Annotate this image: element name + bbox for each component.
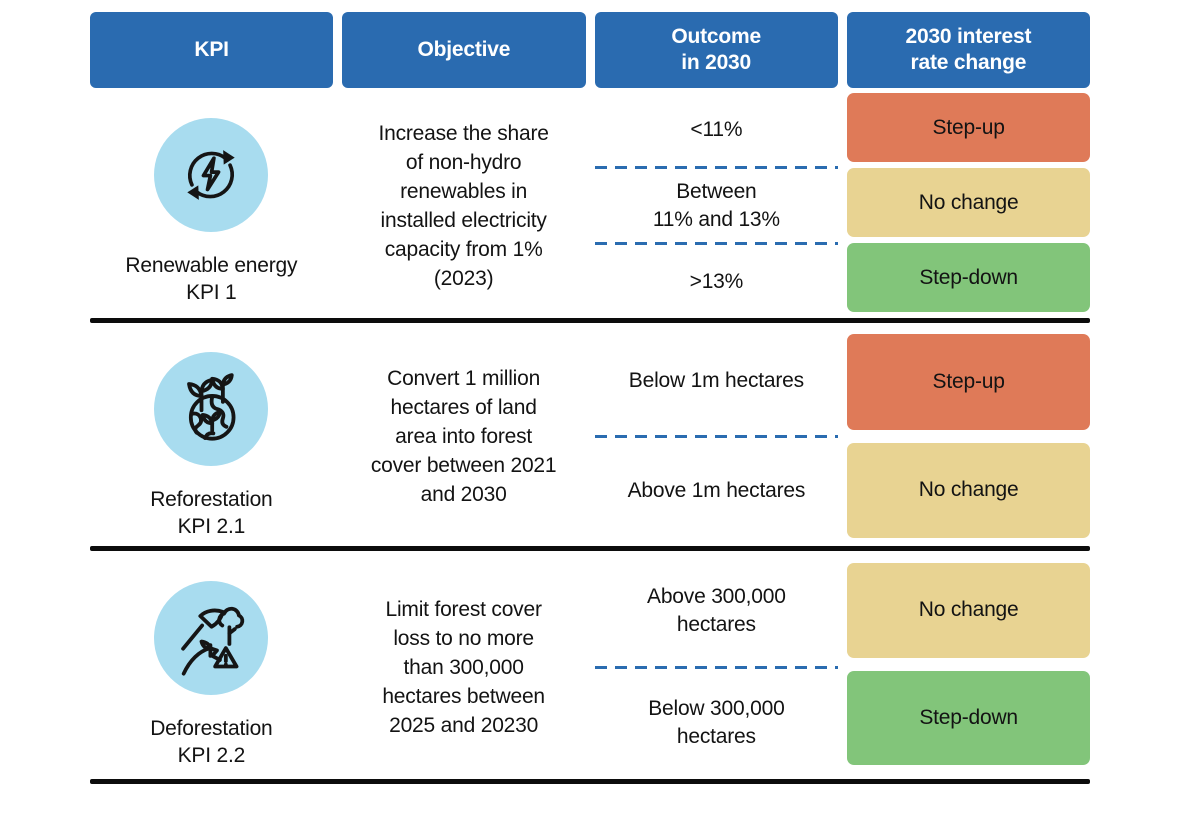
kpi-code: KPI 2.2	[177, 744, 246, 767]
table-row-deforestation: Deforestation KPI 2.2 Limit forest cover…	[90, 556, 1090, 778]
kpi-label: Deforestation KPI 2.2	[150, 715, 273, 769]
objective-cell: Increase the share of non-hydro renewabl…	[378, 121, 549, 290]
outcome-cell: <11% Between 11% and 13% >13%	[594, 93, 839, 318]
dashed-divider	[594, 242, 839, 245]
objective-cell: Limit forest cover loss to no more than …	[382, 597, 545, 737]
kpi-cell: Reforestation KPI 2.1	[90, 327, 333, 545]
kpi-table: KPI Objective Outcome in 2030 2030 inter…	[90, 12, 1090, 784]
outcome-cell: Below 1m hectares Above 1m hectares	[594, 327, 839, 545]
outcome-value: Above 300,000 hectares	[647, 584, 786, 636]
table-row-reforestation: Reforestation KPI 2.1 Convert 1 million …	[90, 327, 1090, 545]
header-kpi: KPI	[90, 12, 334, 88]
rate-change-cell: Step-up No change	[847, 327, 1090, 545]
kpi-code: KPI 2.1	[177, 515, 246, 538]
rate-change-badge-no-change: No change	[847, 563, 1090, 658]
header-interest-rate-change: 2030 interest rate change	[846, 12, 1090, 88]
rate-change-badge-step-down: Step-down	[847, 670, 1090, 765]
header-objective: Objective	[342, 12, 586, 88]
outcome-value: Below 1m hectares	[628, 368, 804, 392]
table-header-row: KPI Objective Outcome in 2030 2030 inter…	[90, 12, 1090, 88]
reforestation-icon	[154, 352, 269, 466]
objective-cell: Convert 1 million hectares of land area …	[370, 366, 557, 506]
kpi-name: Renewable energy	[125, 254, 298, 277]
row-separator	[90, 318, 1090, 323]
rate-change-cell: No change Step-down	[847, 556, 1090, 778]
outcome-value: Above 1m hectares	[627, 479, 806, 503]
outcome-value: <11%	[690, 117, 743, 141]
outcome-cell: Above 300,000 hectares Below 300,000 hec…	[594, 556, 839, 778]
kpi-label: Reforestation KPI 2.1	[150, 486, 273, 540]
header-outcome-2030: Outcome in 2030	[594, 12, 838, 88]
rate-change-badge-no-change: No change	[847, 168, 1090, 237]
row-separator	[90, 546, 1090, 551]
kpi-cell: Renewable energy KPI 1	[90, 93, 333, 318]
rate-change-badge-step-up: Step-up	[847, 334, 1090, 430]
rate-change-badge-no-change: No change	[847, 442, 1090, 538]
renewable-energy-icon	[154, 118, 269, 232]
kpi-label: Renewable energy KPI 1	[125, 252, 297, 306]
dashed-divider	[594, 166, 839, 169]
outcome-value: Below 300,000 hectares	[648, 697, 785, 749]
rate-change-cell: Step-up No change Step-down	[847, 93, 1090, 318]
kpi-name: Reforestation	[150, 488, 273, 511]
deforestation-icon	[154, 581, 269, 695]
outcome-value: Between 11% and 13%	[652, 179, 780, 231]
outcome-value: >13%	[689, 269, 744, 293]
kpi-code: KPI 1	[186, 281, 237, 304]
rate-change-badge-step-down: Step-down	[847, 243, 1090, 312]
dashed-divider	[594, 434, 839, 438]
rate-change-badge-step-up: Step-up	[847, 93, 1090, 162]
dashed-divider	[594, 665, 839, 669]
row-separator	[90, 779, 1090, 784]
kpi-name: Deforestation	[150, 717, 273, 740]
table-row-renewable-energy: Renewable energy KPI 1 Increase the shar…	[90, 93, 1090, 318]
kpi-cell: Deforestation KPI 2.2	[90, 556, 333, 778]
